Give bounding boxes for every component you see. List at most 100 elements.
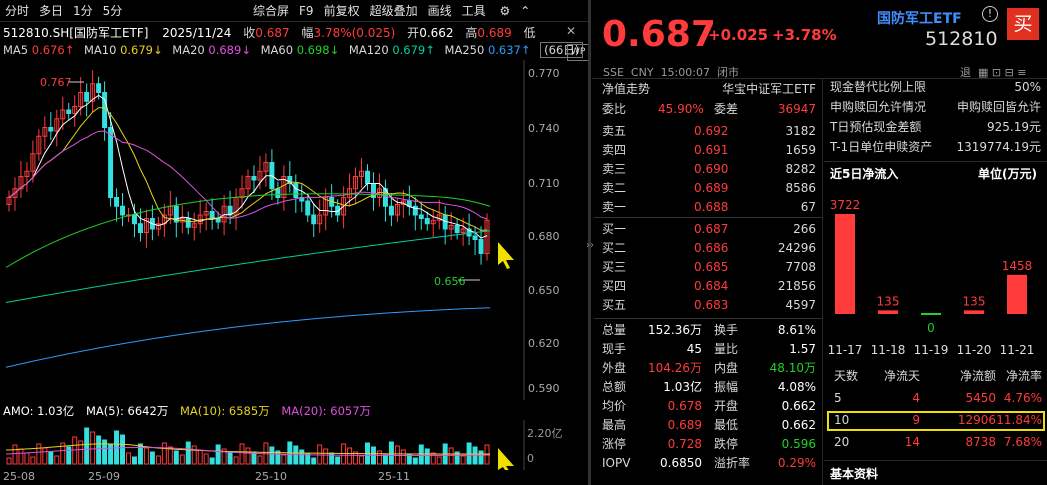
stat-label: 涨停 (602, 437, 627, 451)
tab-5min[interactable]: 5分 (102, 4, 123, 18)
volume-bar (137, 443, 143, 465)
stat-label: 换手 (714, 323, 739, 337)
chevron-up-icon[interactable]: ⌃ (520, 4, 531, 18)
orderbook-row[interactable]: 卖四 0.691 1659 (594, 141, 822, 160)
price-axis-label: 0.620 (528, 337, 560, 350)
security-code-right: 512810 (925, 28, 998, 50)
volume-bar (376, 450, 382, 465)
security-name: 国防军工ETF (877, 11, 962, 27)
basic-info-label[interactable]: 基本资料 (830, 467, 879, 481)
buy-button[interactable]: 买 (1007, 8, 1039, 40)
tab-multiday[interactable]: 多日 (39, 4, 64, 18)
candle (436, 199, 442, 230)
candle (18, 161, 24, 198)
volume-bar (84, 427, 90, 465)
candle (460, 217, 466, 246)
flow-cell: 10 (834, 413, 850, 427)
orderbook-row[interactable]: 买三 0.685 7708 (594, 258, 822, 277)
volume-bar (239, 443, 245, 465)
orderbook-row[interactable]: 卖五 0.692 3182 (594, 122, 822, 141)
inflow-date-label: 11-20 (957, 343, 992, 357)
stat-label: 开盘 (714, 399, 739, 413)
orderbook-panel: 净值走势 华宝中证军工ETF 委比 45.90% 委差 36947 卖五 0.692 318… (594, 80, 822, 485)
fund-info-row: 现金替代比例上限 50% (826, 78, 1047, 97)
tab-intraday[interactable]: 分时 (5, 4, 30, 18)
ma120-label: MA120 (348, 43, 389, 57)
level-price: 0.689 (694, 181, 729, 195)
forward-adjust-button[interactable]: 前复权 (323, 4, 360, 18)
volume-bar (460, 455, 466, 465)
volume-bar (191, 445, 197, 465)
candle (6, 190, 12, 212)
level-volume: 24296 (777, 241, 816, 255)
volume-bar (78, 440, 84, 465)
stat-row: 现手 45 量比 1.57 (594, 340, 822, 359)
ma250-line (5, 307, 491, 368)
close-icon[interactable]: ✕ (566, 24, 577, 38)
volume-bar (275, 450, 281, 465)
stat-value: 4.08% (777, 380, 816, 394)
orderbook-row[interactable]: 买一 0.687 266 (594, 220, 822, 239)
candle (173, 197, 179, 238)
inflow-bar (835, 214, 855, 314)
days-range-box[interactable]: (66日) (540, 42, 584, 58)
info-icon[interactable]: ! (982, 6, 998, 22)
candle (143, 209, 149, 248)
flow-table-header: 天数 净流天 净流额 净流率 (0, 367, 1047, 386)
volume-bar (167, 446, 173, 465)
orderbook-row[interactable]: 卖三 0.690 8282 (594, 160, 822, 179)
chart-toolbar-right: 综合屏 F9 前复权 超级叠加 画线 工具 ⚙ ⌃ (248, 0, 535, 22)
volume-bar (173, 450, 179, 465)
candle (42, 116, 48, 150)
weicha-label: 委差 (714, 102, 739, 116)
settings-icon[interactable]: ⚙ (499, 4, 511, 18)
level-volume: 4597 (785, 298, 816, 312)
candle (418, 201, 424, 230)
level-price: 0.690 (694, 162, 729, 176)
date-label: 25-11 (378, 470, 410, 483)
volume-bar (478, 450, 484, 465)
orderbook-row[interactable]: 卖一 0.688 67 (594, 198, 822, 217)
volume-bar (424, 448, 430, 465)
collapse-left-handle[interactable]: ›› (586, 240, 594, 251)
orderbook-row[interactable]: 卖二 0.689 8586 (594, 179, 822, 198)
volume-bar (305, 453, 311, 465)
candle (30, 140, 36, 183)
candle (233, 188, 239, 231)
super-overlay-button[interactable]: 超级叠加 (369, 4, 418, 18)
kline-chart[interactable] (0, 60, 588, 400)
composite-screen-button[interactable]: 综合屏 (253, 4, 290, 18)
volume-bar (430, 452, 436, 465)
flow-table-row: 20 14 8738 7.68% (0, 435, 1047, 454)
volume-bar (6, 457, 12, 465)
candle (36, 129, 42, 161)
candle (454, 218, 460, 240)
wp-icon[interactable]: WP (567, 44, 590, 61)
flow-cell: 20 (834, 435, 850, 449)
nav-trend-label[interactable]: 净值走势 (602, 82, 651, 96)
orderbook-row[interactable]: 买四 0.684 21856 (594, 277, 822, 296)
amo-value: AMO: 1.03亿 (3, 404, 75, 418)
draw-line-button[interactable]: 画线 (427, 4, 452, 18)
panel-icons[interactable]: 退 ▦ ⊡ ⊟ ≡ (960, 66, 1027, 79)
level-label: 买三 (602, 260, 627, 274)
stat-value: 8.61% (777, 323, 816, 337)
tab-1min[interactable]: 1分 (73, 4, 93, 18)
candle (484, 213, 490, 261)
candle (269, 149, 275, 200)
tools-button[interactable]: 工具 (461, 4, 486, 18)
flow-cell: 净流额 (959, 369, 996, 383)
f9-button[interactable]: F9 (299, 4, 314, 18)
chart-info-line: 512810.SH[国防军工ETF] 2025/11/24 收0.687 幅3.… (3, 24, 536, 41)
candle (317, 199, 323, 233)
orderbook-row[interactable]: 买五 0.683 4597 (594, 296, 822, 315)
info-value: 申购赎回皆允许 (956, 100, 1041, 114)
volume-chart[interactable] (0, 420, 588, 470)
level-volume: 8586 (785, 181, 816, 195)
orderbook-row[interactable]: 买二 0.686 24296 (594, 239, 822, 258)
volume-bar (126, 452, 131, 465)
volume-bar (161, 442, 167, 465)
volume-bar (221, 448, 227, 465)
candle (12, 177, 18, 211)
open-label: 开 (407, 26, 420, 40)
